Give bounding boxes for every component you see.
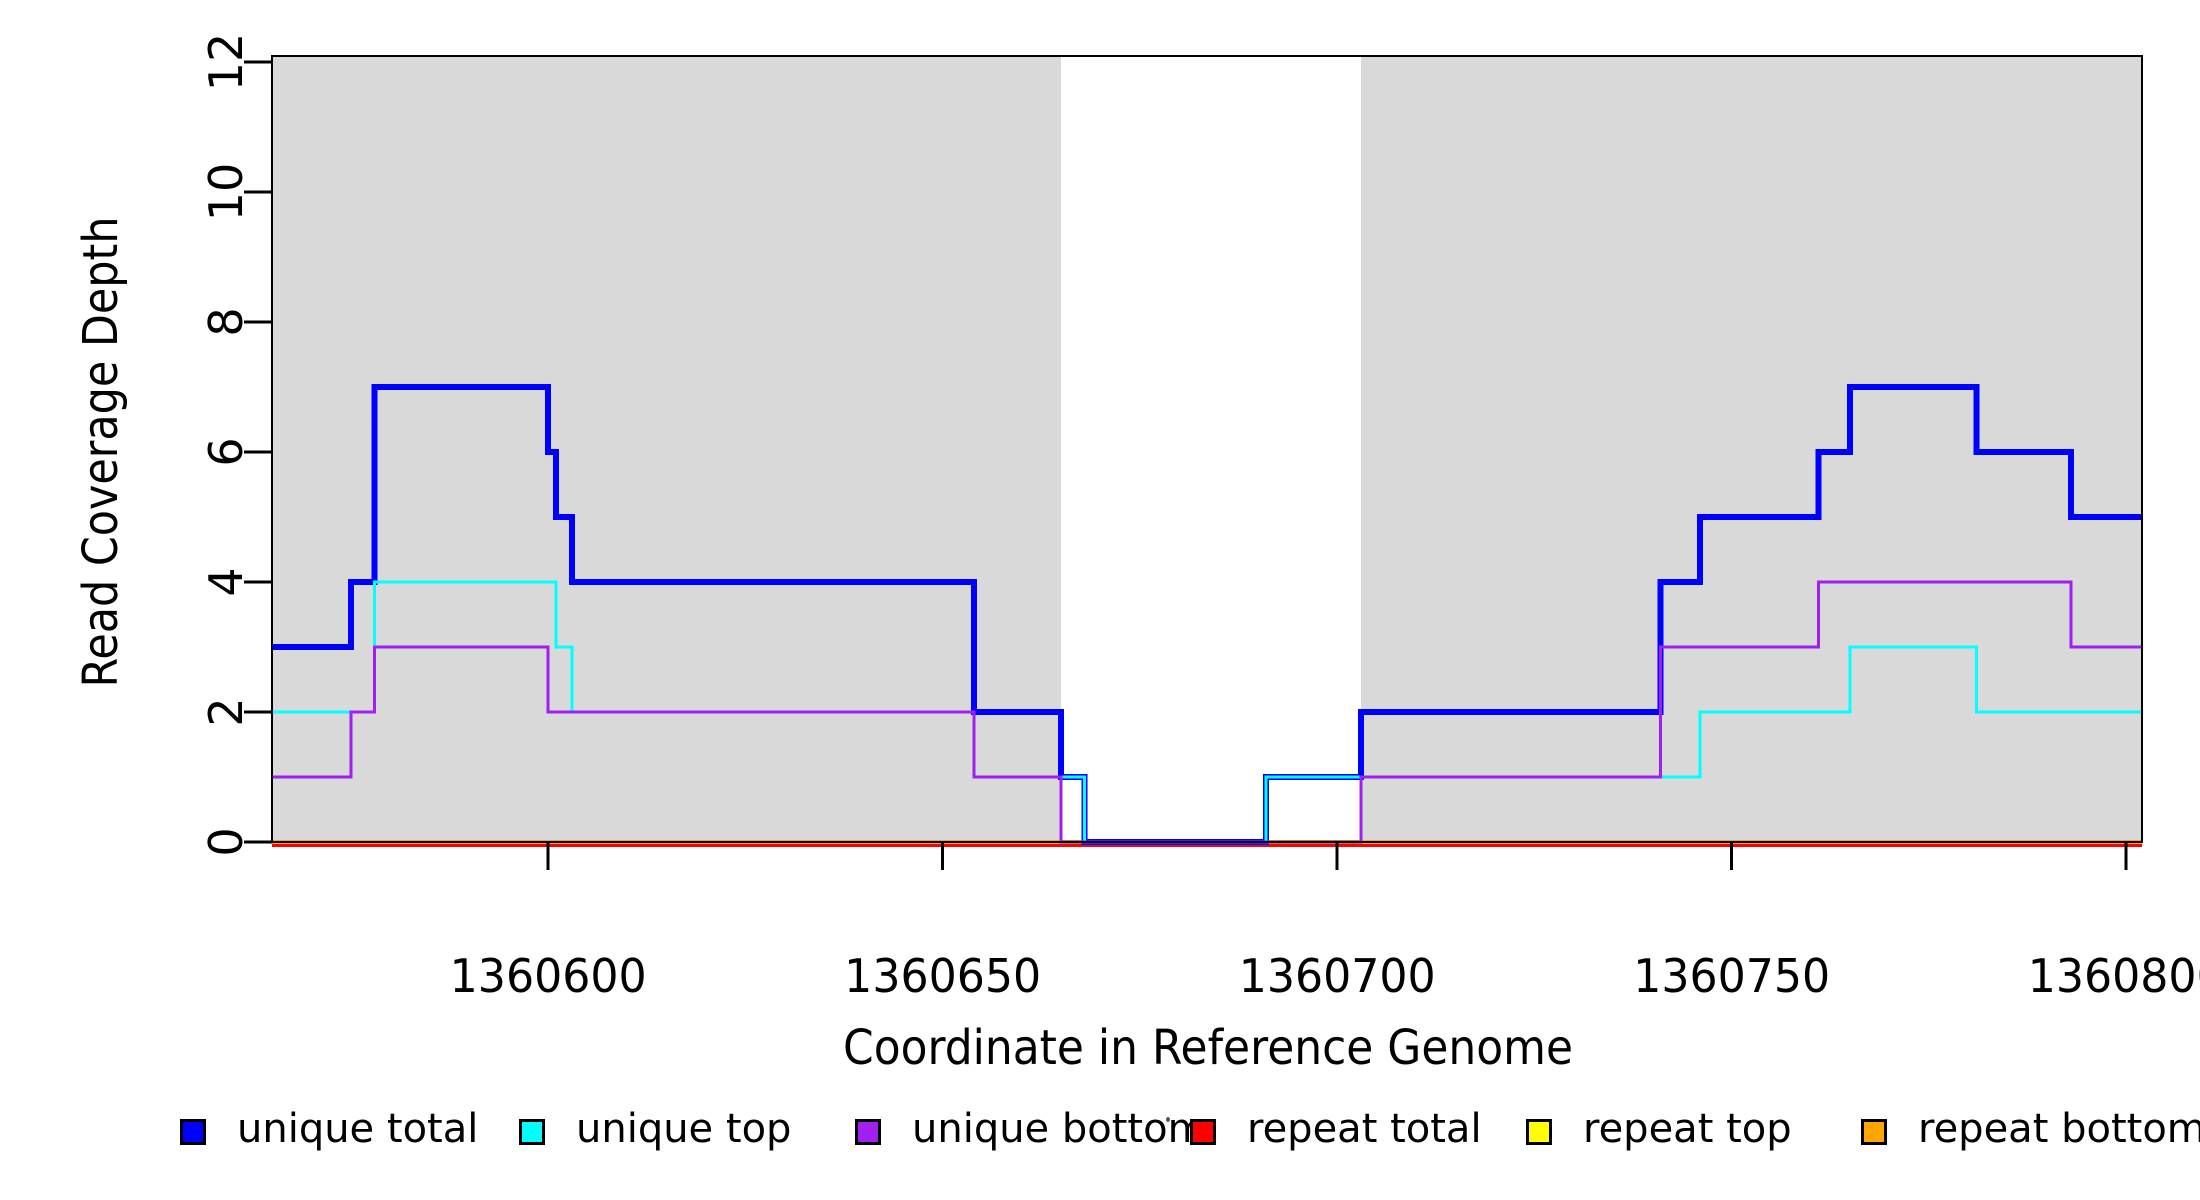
legend-label: repeat total — [1247, 1106, 1482, 1152]
y-axis-title: Read Coverage Depth — [73, 217, 129, 688]
x-tick-label: 1360600 — [450, 949, 647, 1003]
y-tick-label: 2 — [199, 697, 253, 726]
plot-box — [271, 55, 2143, 843]
series-unique-top-line — [272, 580, 2142, 844]
legend-label: repeat bottom — [1918, 1106, 2200, 1152]
x-tick-label: 1360700 — [1239, 949, 1436, 1003]
repeat-top-swatch — [1526, 1119, 1552, 1145]
legend-label: unique total — [237, 1106, 479, 1152]
legend-label: unique top — [576, 1106, 792, 1152]
x-tick-label: 1360750 — [1633, 949, 1830, 1003]
y-tick-label: 6 — [199, 437, 253, 466]
legend: unique total unique top unique bottom re… — [0, 0, 2200, 1149]
y-tick-label: 12 — [199, 33, 253, 92]
x-tick-label: 1360650 — [844, 949, 1041, 1003]
unique-bottom-swatch — [855, 1119, 881, 1145]
x-axis-title: Coordinate in Reference Genome — [843, 1020, 1573, 1076]
y-tick-label: 4 — [199, 567, 253, 596]
repeat-total-swatch — [1190, 1119, 1216, 1145]
stray-mark — [1166, 1117, 1170, 1122]
unique-top-swatch — [519, 1119, 545, 1145]
y-tick-label: 8 — [199, 307, 253, 336]
y-tick-label: 0 — [199, 827, 253, 856]
y-tick-label: 10 — [199, 163, 253, 222]
repeat-bottom-swatch — [1861, 1119, 1887, 1145]
unique-total-swatch — [180, 1119, 206, 1145]
series-unique-bottom-line — [272, 580, 2142, 844]
covered-region-left — [272, 56, 1062, 842]
legend-label: unique bottom — [912, 1106, 1207, 1152]
legend-label: repeat top — [1583, 1106, 1792, 1152]
